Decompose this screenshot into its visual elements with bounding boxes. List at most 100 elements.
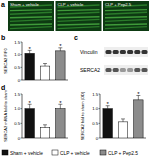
y-axis-label: SERCA2 F/F0 xyxy=(3,48,8,74)
figure: a b c d Sham + vehicle CLP + vehicle CLP + Pep… xyxy=(0,0,150,161)
y-axis-label: SERCA2 fold to sham (OD) xyxy=(80,91,85,140)
panel-label: a xyxy=(1,1,5,8)
blot-band xyxy=(113,50,119,54)
y-axis xyxy=(22,42,23,80)
fiber xyxy=(58,17,100,18)
y-tick-label: 1.0 xyxy=(92,106,98,111)
blot-band xyxy=(106,68,112,72)
fiber xyxy=(10,27,52,29)
blot-band xyxy=(127,68,133,72)
fiber xyxy=(58,24,100,25)
fiber xyxy=(58,19,100,21)
legend-label: Sham + vehicle xyxy=(10,151,43,156)
marks xyxy=(25,48,65,80)
fiber xyxy=(58,27,100,29)
fiber xyxy=(10,17,52,18)
blot-band xyxy=(142,68,148,72)
bar xyxy=(134,100,144,138)
y-tick-label: 1.5 xyxy=(14,40,20,45)
blot-band xyxy=(127,50,133,54)
y-tick xyxy=(21,54,23,55)
marks xyxy=(103,95,143,138)
bar-chart: SERCA2 F/F0 0 0.5 1.0 1.5 * * xyxy=(3,40,68,83)
y-tick-label: 0 xyxy=(96,136,99,141)
blot-strip xyxy=(104,47,148,57)
y-tick xyxy=(99,108,101,109)
fiber xyxy=(10,24,52,25)
significance: * xyxy=(106,101,109,107)
y-axis xyxy=(100,94,101,138)
legend-swatch xyxy=(2,150,8,155)
blot-band xyxy=(134,68,140,72)
blot-label: Vinculin xyxy=(80,49,98,55)
image-bg xyxy=(103,1,149,31)
image-bg xyxy=(8,1,54,31)
blot-band xyxy=(113,68,119,72)
y-tick xyxy=(99,123,101,124)
blot-band xyxy=(134,50,140,54)
marks xyxy=(25,104,65,138)
bar-chart: SERCA2 mRNA fold to sham 0 0.5 1.0 1.5 * * xyxy=(3,90,68,142)
y-tick-label: 0.5 xyxy=(14,121,20,126)
fiber xyxy=(10,10,52,11)
y-tick xyxy=(21,67,23,68)
y-tick-label: 0 xyxy=(18,78,21,83)
bar-chart: SERCA2 fold to sham (OD) 0 0.5 1.0 1.5 * * xyxy=(80,91,146,141)
panel-label: d xyxy=(1,84,5,91)
y-tick xyxy=(21,42,23,43)
legend-label: CLP + vehicle xyxy=(60,151,90,156)
y-tick-label: 1.0 xyxy=(14,52,20,57)
panel-label: b xyxy=(1,34,5,41)
y-tick-label: 1.5 xyxy=(14,92,20,97)
image-label: Sham + vehicle xyxy=(10,2,39,7)
y-tick-label: 0.5 xyxy=(14,65,20,70)
bar xyxy=(40,128,50,138)
bar xyxy=(56,109,66,138)
blot-band xyxy=(142,50,148,54)
y-axis-label: SERCA2 mRNA fold to sham xyxy=(3,90,8,142)
blot-strip xyxy=(104,65,148,75)
fiber xyxy=(105,17,147,18)
fiber xyxy=(105,19,147,21)
bar xyxy=(56,51,66,80)
fiber xyxy=(58,12,100,14)
y-tick-label: 1.0 xyxy=(14,106,20,111)
y-tick xyxy=(99,138,101,139)
blot-label: SERCA2 xyxy=(80,67,100,73)
bar xyxy=(25,109,35,138)
y-tick-label: 1.5 xyxy=(92,92,98,97)
micrograph: CLP + Pep2.5 xyxy=(103,1,149,31)
significance: * xyxy=(28,100,31,106)
blot-band xyxy=(120,50,126,54)
y-tick xyxy=(21,123,23,124)
fiber xyxy=(58,10,100,11)
fiber xyxy=(10,12,52,14)
significance: * xyxy=(59,100,62,106)
micrograph: Sham + vehicle xyxy=(8,1,54,31)
fiber xyxy=(105,10,147,11)
fiber xyxy=(105,24,147,25)
panel-label: c xyxy=(74,34,78,41)
image-label: CLP + vehicle xyxy=(58,2,85,7)
blot-band xyxy=(106,50,112,54)
bar xyxy=(25,53,35,80)
y-tick-label: 0 xyxy=(18,136,21,141)
bar xyxy=(103,109,113,138)
fiber xyxy=(105,12,147,14)
y-tick-label: 0.5 xyxy=(92,121,98,126)
significance: * xyxy=(28,46,31,52)
legend-label: CLP + Pep2.5 xyxy=(108,151,138,156)
image-label: CLP + Pep2.5 xyxy=(105,2,132,7)
significance: * xyxy=(59,43,62,49)
image-bg xyxy=(56,1,102,31)
error-bar xyxy=(121,119,125,122)
significance: * xyxy=(137,91,140,97)
error-bar xyxy=(43,64,47,67)
y-axis xyxy=(22,94,23,138)
y-tick xyxy=(21,80,23,81)
legend-swatch xyxy=(52,150,58,155)
fiber xyxy=(105,27,147,29)
y-tick xyxy=(21,108,23,109)
blot-band xyxy=(120,68,126,72)
y-tick xyxy=(21,138,23,139)
